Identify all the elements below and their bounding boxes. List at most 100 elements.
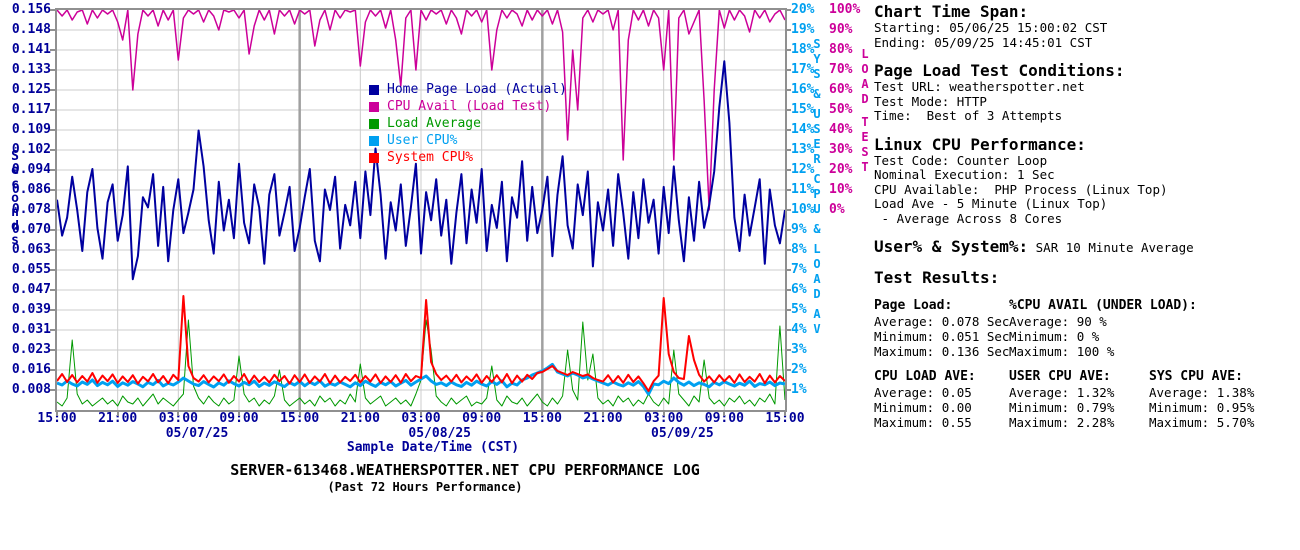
- y-tick-label: 0.016: [11, 362, 51, 377]
- cpu-pct-tick-mark: [787, 269, 791, 271]
- x-tick-mark: [480, 412, 483, 416]
- loadtest-tick-label: 70%: [829, 62, 853, 77]
- y-tick-mark: [50, 49, 55, 51]
- seconds-letter: o: [11, 191, 19, 206]
- cpu-pct-tick-mark: [787, 89, 791, 91]
- results-value-line: Maximum: 0.55: [874, 415, 972, 430]
- results-column-title: USER CPU AVE:: [1009, 369, 1111, 384]
- x-tick-mark: [784, 412, 786, 416]
- cpu-pct-tick-label: 20%: [791, 2, 815, 17]
- x-tick-mark: [420, 412, 422, 416]
- y-tick-label: 0.102: [11, 142, 51, 157]
- y-tick-label: 0.031: [11, 322, 51, 337]
- results-value-line: Average: 1.38%: [1149, 385, 1255, 400]
- panel-text-line: Time: Best of 3 Attempts: [874, 108, 1063, 123]
- y-tick-mark: [50, 169, 55, 171]
- legend-item: CPU Avail (Load Test): [369, 99, 567, 114]
- y-tick-mark: [50, 209, 55, 211]
- x-tick-mark: [541, 412, 544, 416]
- panel-text-line: Starting: 05/06/25 15:00:02 CST: [874, 20, 1108, 35]
- legend-item: System CPU%: [369, 151, 567, 164]
- loadtest-axis-letter: O: [861, 62, 869, 76]
- cpu-axis-letter: Y: [813, 52, 821, 66]
- results-value-line: Maximum: 2.28%: [1009, 415, 1115, 430]
- series-cpu-avail-load-test-: [57, 10, 785, 211]
- y-tick-label: 0.047: [11, 282, 51, 297]
- seconds-letter: s: [11, 233, 19, 248]
- x-tick-mark: [359, 412, 362, 416]
- x-tick-label: 09:00: [462, 411, 502, 426]
- cpu-pct-tick-mark: [787, 289, 791, 291]
- results-grid-pageload: Page Load: Average: 0.078 Sec Minimum: 0.0…: [874, 298, 1296, 359]
- results-value-line: Maximum: 100 %: [1009, 344, 1115, 359]
- results-value-line: Average: 0.05: [874, 385, 972, 400]
- loadtest-tick-label: 10%: [829, 182, 853, 197]
- results-value-line: Average: 0.078 Sec: [874, 314, 1010, 329]
- results-grid-cpu: CPU LOAD AVE: Average: 0.05 Minimum: 0.00 M…: [874, 369, 1296, 430]
- cpu-pct-tick-mark: [787, 169, 791, 171]
- results-value-line: Maximum: 0.136 Sec: [874, 344, 1010, 359]
- y-tick-label: 0.109: [11, 122, 51, 137]
- panel-section: Linux CPU Performance: Test Code: Counter…: [874, 135, 1296, 227]
- cpu-pct-tick-mark: [787, 69, 791, 71]
- cpu-pct-tick-label: 14%: [791, 122, 815, 137]
- cpu-pct-tick-mark: [787, 349, 791, 351]
- cpu-pct-tick-mark: [787, 229, 791, 231]
- results-value-line: Minimum: 0.051 Sec: [874, 329, 1010, 344]
- y-tick-mark: [50, 269, 55, 271]
- legend-label: User CPU%: [387, 133, 458, 148]
- panel-section: Chart Time Span: Starting: 05/06/25 15:00…: [874, 2, 1296, 50]
- cpu-axis-letter: P: [813, 187, 821, 201]
- results-column-title: SYS CPU AVE:: [1149, 369, 1243, 384]
- cpu-axis-letter: C: [813, 172, 821, 186]
- cpu-axis-letter: S: [813, 67, 821, 81]
- legend-item: Home Page Load (Actual): [369, 83, 567, 96]
- cpu-pct-tick-mark: [787, 329, 791, 331]
- cpu-pct-tick-label: 9%: [791, 222, 807, 237]
- x-tick-mark: [602, 412, 604, 416]
- x-tick-mark: [723, 412, 726, 416]
- cpu-pct-tick-label: 15%: [791, 102, 815, 117]
- y-tick-mark: [50, 229, 55, 231]
- x-tick-mark: [56, 412, 58, 416]
- loadtest-axis-letter: E: [861, 130, 869, 144]
- legend-item: User CPU%: [369, 133, 567, 148]
- panel-section-header: Test Results:: [874, 268, 1000, 287]
- cpu-axis-letter: V: [813, 322, 821, 336]
- y-tick-mark: [50, 89, 55, 91]
- results-value-line: Minimum: 0.79%: [1009, 400, 1115, 415]
- results-value-line: Minimum: 0 %: [1009, 329, 1100, 344]
- y-tick-label: 0.148: [11, 22, 51, 37]
- loadtest-tick-label: 30%: [829, 142, 853, 157]
- cpu-pct-tick-label: 6%: [791, 282, 807, 297]
- y-tick-mark: [50, 369, 55, 371]
- cpu-pct-tick-mark: [787, 369, 791, 371]
- results-value-line: Minimum: 0.95%: [1149, 400, 1255, 415]
- cpu-pct-tick-label: 12%: [791, 162, 815, 177]
- cpu-axis-letter: A: [813, 307, 821, 321]
- y-tick-mark: [50, 389, 55, 391]
- legend-label: CPU Avail (Load Test): [387, 99, 552, 114]
- results-column: SYS CPU AVE: Average: 1.38% Minimum: 0.95%…: [1149, 369, 1296, 430]
- cpu-axis-letter: U: [813, 202, 821, 216]
- y-tick-label: 0.125: [11, 82, 51, 97]
- cpu-axis-letter: D: [813, 287, 821, 301]
- panel-text-line: Test Mode: HTTP: [874, 93, 987, 109]
- cpu-pct-tick-label: 3%: [791, 342, 807, 357]
- series-home-page-load-actual-: [57, 60, 785, 281]
- panel-section: Test Results:: [874, 268, 1296, 287]
- panel-text-line: Load Ave - 5 Minute (Linux Top): [874, 196, 1108, 211]
- cpu-pct-tick-label: 19%: [791, 22, 815, 37]
- y-tick-mark: [50, 349, 55, 351]
- results-value-line: Average: 90 %: [1009, 314, 1107, 329]
- cpu-pct-tick-mark: [787, 149, 791, 151]
- y-tick-label: 0.133: [11, 62, 51, 77]
- panel-section: Page Load Test Conditions: Test URL: weat…: [874, 61, 1296, 124]
- y-tick-mark: [50, 69, 55, 71]
- x-tick-mark: [238, 412, 240, 416]
- results-column: CPU LOAD AVE: Average: 0.05 Minimum: 0.00 M…: [874, 369, 1009, 430]
- cpu-pct-tick-mark: [787, 49, 791, 51]
- loadtest-tick-label: 60%: [829, 82, 853, 97]
- legend-swatch-icon: [369, 102, 379, 112]
